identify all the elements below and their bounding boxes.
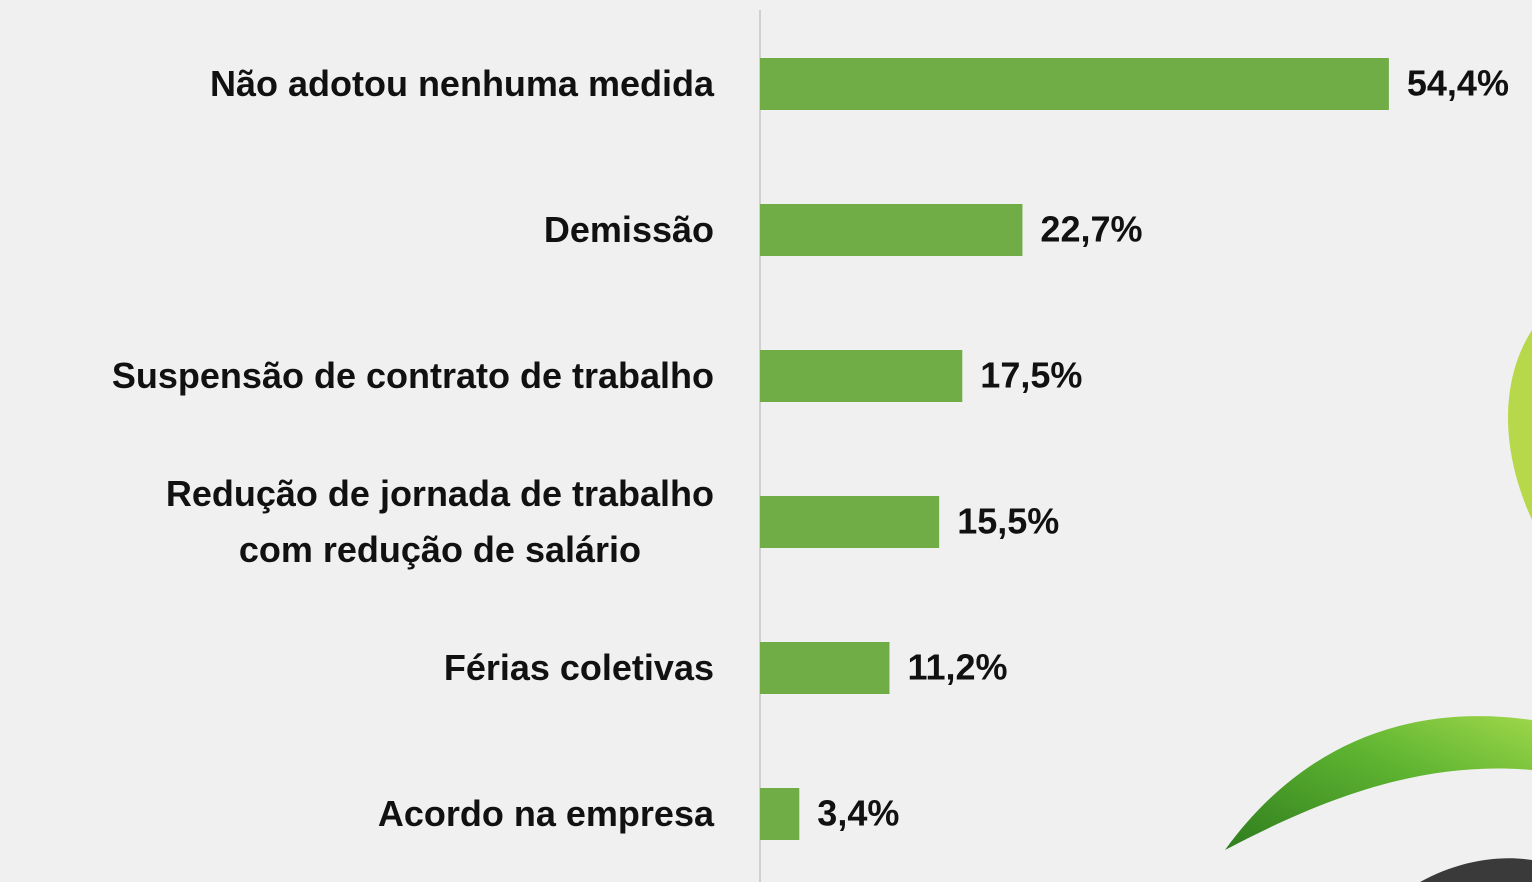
value-label: 54,4% — [1407, 63, 1509, 104]
value-label: 11,2% — [907, 647, 1007, 688]
value-label: 15,5% — [957, 501, 1059, 542]
category-label: Redução de jornada de trabalho com reduç… — [165, 473, 714, 570]
category-label: Demissão — [543, 209, 714, 250]
bar — [760, 58, 1389, 110]
category-label: Não adotou nenhuma medida — [209, 63, 714, 104]
category-label: Suspensão de contrato de trabalho — [111, 355, 714, 396]
category-label: Acordo na empresa — [377, 793, 714, 834]
bar — [760, 204, 1023, 256]
leaf — [1225, 716, 1532, 850]
value-label: 3,4% — [817, 793, 899, 834]
value-label: 22,7% — [1040, 209, 1142, 250]
bar — [760, 496, 940, 548]
category-label: Férias coletivas — [443, 647, 714, 688]
leaf — [1508, 330, 1532, 520]
bar — [760, 788, 800, 840]
bar — [760, 350, 963, 402]
soil — [1420, 858, 1532, 882]
value-label: 17,5% — [980, 355, 1082, 396]
bar — [760, 642, 890, 694]
